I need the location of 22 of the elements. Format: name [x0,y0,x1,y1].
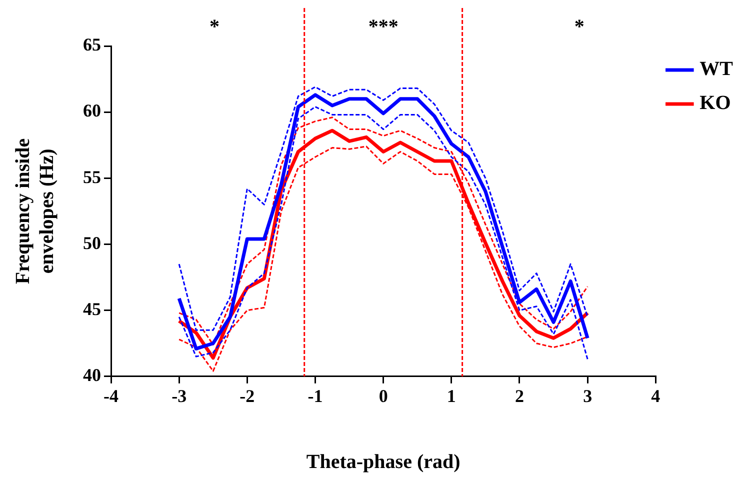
x-tick-label: -1 [308,386,323,406]
x-tick-label: 4 [651,386,660,406]
x-tick-label: 3 [583,386,592,406]
legend-label: KO [700,92,731,114]
text: *** [368,16,398,38]
y-axis-title: Frequency inside envelopes (Hz) [12,138,58,284]
y-tick-label: 40 [83,365,101,386]
text: * [209,16,220,38]
x-tick-label: -3 [172,386,187,406]
y-tick-label: 45 [83,298,101,319]
y-tick-label: 50 [83,232,101,253]
y-tick-label: 65 [83,34,101,55]
x-tick-label: -2 [240,386,255,406]
x-axis-title: Theta-phase (rad) [306,451,460,474]
y-tick-label: 55 [83,166,101,187]
text: * [574,16,584,38]
x-tick-label: 0 [378,386,388,406]
x-tick-label: 1 [446,386,456,406]
x-tick-label: -4 [104,386,118,406]
y-tick-label: 60 [83,100,101,121]
legend-label: WT [700,58,734,80]
x-tick-label: 2 [514,386,524,406]
